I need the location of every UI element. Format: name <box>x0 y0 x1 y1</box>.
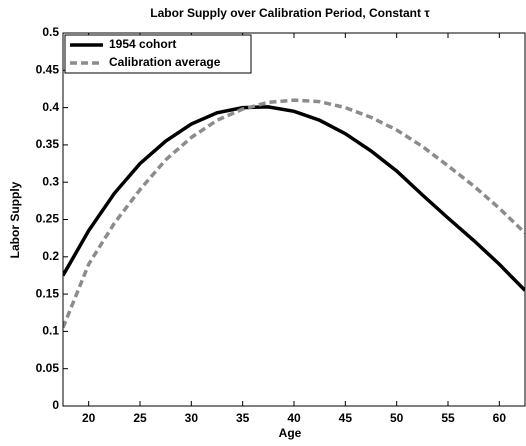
legend-box <box>64 34 252 74</box>
y-tick-label: 0.5 <box>42 25 59 39</box>
series-line <box>63 105 525 292</box>
series-line <box>63 98 525 329</box>
x-tick-label: 30 <box>185 411 199 425</box>
y-tick-label: 0.35 <box>36 137 60 151</box>
x-tick-label: 45 <box>339 411 353 425</box>
x-tick-label: 55 <box>441 411 455 425</box>
x-tick-label: 50 <box>390 411 404 425</box>
chart-title: Labor Supply over Calibration Period, Co… <box>150 6 430 20</box>
y-tick-label: 0 <box>52 398 59 412</box>
x-tick-label: 60 <box>493 411 507 425</box>
x-tick-label: 25 <box>133 411 147 425</box>
x-tick-label: 35 <box>236 411 250 425</box>
y-tick-label: 0.1 <box>42 324 59 338</box>
y-tick-label: 0.05 <box>36 361 60 375</box>
y-tick-label: 0.3 <box>42 174 59 188</box>
legend-label: 1954 cohort <box>109 37 176 51</box>
y-tick-label: 0.2 <box>42 249 59 263</box>
plot-frame <box>62 32 526 407</box>
y-tick-label: 0.45 <box>36 62 60 76</box>
x-tick-label: 40 <box>287 411 301 425</box>
y-tick-label: 0.4 <box>42 100 59 114</box>
y-axis-label: Labor Supply <box>8 181 22 258</box>
x-axis-label: Age <box>279 426 302 440</box>
legend-label: Calibration average <box>109 55 221 69</box>
y-tick-label: 0.15 <box>36 286 60 300</box>
x-tick-label: 20 <box>82 411 96 425</box>
y-tick-label: 0.25 <box>36 212 60 226</box>
